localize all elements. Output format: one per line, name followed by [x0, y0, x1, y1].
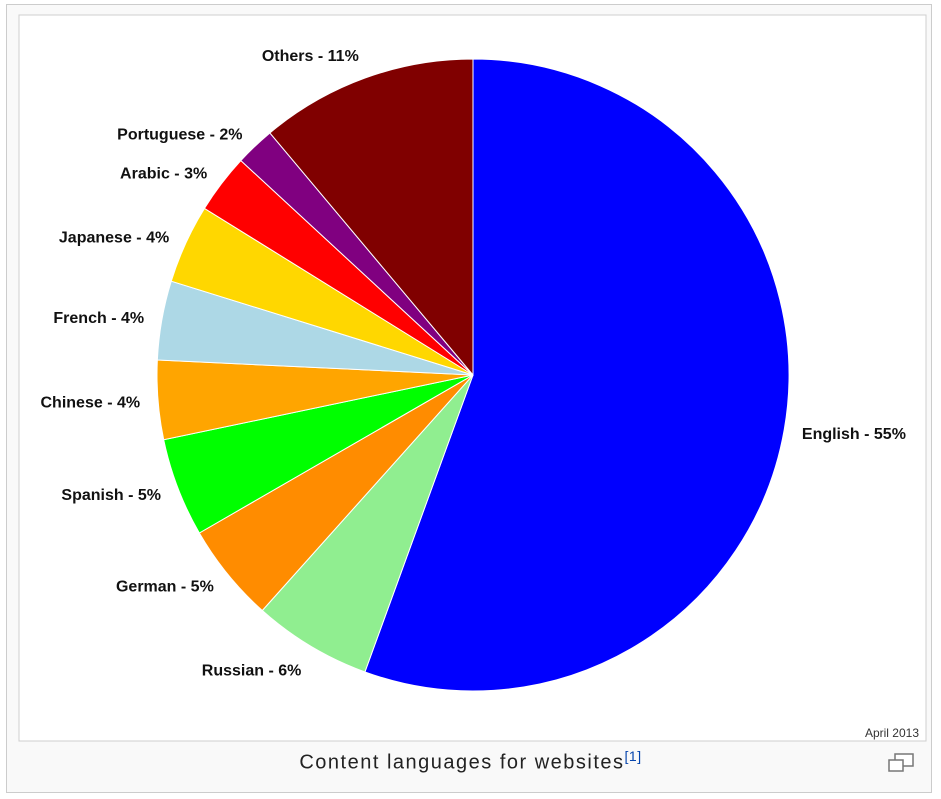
date-note: April 2013 — [865, 726, 919, 740]
slice-label: Spanish - 5% — [61, 487, 161, 504]
slice-label: Others - 11% — [262, 48, 359, 65]
reference-link[interactable]: [1] — [624, 748, 642, 764]
pie-chart: English - 55% Russian - 6% German - 5% Span… — [18, 14, 927, 742]
pie-slice — [364, 58, 790, 692]
slice-label: Japanese - 4% — [59, 229, 169, 246]
pie-slice — [261, 374, 474, 673]
slice-label: Russian - 6% — [202, 663, 302, 680]
slice-label: English - 55% — [802, 426, 906, 443]
slice-label: German - 5% — [116, 579, 214, 596]
slice-label: French - 4% — [53, 310, 144, 327]
slice-label: Chinese - 4% — [41, 395, 141, 412]
slice-label: Portuguese - 2% — [117, 126, 242, 143]
magnify-icon[interactable] — [886, 752, 916, 774]
pie-slice — [269, 58, 474, 377]
caption-text: Content languages for websites — [299, 751, 625, 774]
slice-label: Arabic - 3% — [120, 166, 207, 183]
figure-caption: Content languages for websites[1] — [0, 748, 941, 775]
